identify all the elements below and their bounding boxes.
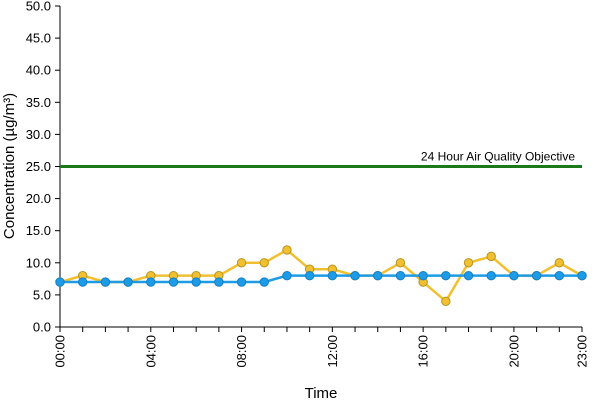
series-2-point [191, 277, 201, 287]
x-tick-label: 20:00 [506, 335, 521, 368]
series-1-point [463, 258, 474, 268]
series-2-point [486, 270, 496, 281]
y-tick-label: 0.0 [33, 320, 51, 335]
y-tick-label: 40.0 [26, 63, 51, 78]
series-2-point [554, 270, 565, 281]
x-axis-title: Time [305, 385, 338, 400]
x-tick-label: 23:00 [575, 335, 590, 368]
series-2-point [123, 277, 133, 287]
y-tick-label: 25.0 [26, 159, 51, 174]
air-quality-objective-label: 24 Hour Air Quality Objective [421, 150, 575, 164]
series-2-point [327, 270, 338, 281]
y-tick-label: 10.0 [26, 255, 51, 270]
tick-labels: 0.0 5.0 10.0 15.0 20.0 25.0 30.0 35.0 40.0 45.0 50… [26, 0, 590, 368]
series-2-point [395, 270, 406, 281]
y-tick-label: 30.0 [26, 127, 51, 142]
x-tick-label: 04:00 [143, 335, 158, 368]
series-1-point [441, 296, 451, 307]
series-2-point [55, 277, 65, 287]
series-1-point [486, 251, 496, 262]
series-2-point [77, 277, 88, 287]
series-2 [55, 270, 587, 287]
y-tick-label: 20.0 [26, 191, 51, 206]
series-2-point [577, 270, 587, 281]
series-2-point [350, 270, 360, 281]
series-2-point [259, 277, 269, 287]
series-2-point [531, 270, 542, 281]
y-tick-label: 50.0 [26, 0, 51, 14]
series-2-point [418, 270, 428, 281]
x-tick-label: 12:00 [325, 335, 340, 368]
series-2-point [463, 270, 474, 281]
series-2-point [168, 277, 179, 287]
y-tick-label: 35.0 [26, 95, 51, 110]
series-2-point [214, 277, 224, 287]
x-tick-label: 00:00 [53, 335, 68, 368]
y-axis-title: Concentration (µg/m³) [1, 93, 18, 239]
series-2-point [304, 270, 315, 281]
series [55, 245, 587, 307]
y-tick-label: 5.0 [33, 287, 51, 302]
series-1-point [282, 245, 292, 255]
series-2-point [282, 270, 292, 281]
series-2-point [441, 270, 451, 281]
series-1-point [554, 258, 565, 268]
y-tick-label: 15.0 [26, 223, 51, 238]
series-2-point [373, 270, 383, 281]
x-tick-label: 16:00 [416, 335, 431, 368]
series-1-point [259, 258, 269, 268]
y-tick-label: 45.0 [26, 31, 51, 46]
series-2-point [236, 277, 247, 287]
series-1-point [395, 258, 406, 268]
series-1-point [236, 258, 247, 268]
x-tick-label: 08:00 [234, 335, 249, 368]
series-2-point [509, 270, 519, 281]
series-2-point [146, 277, 156, 287]
series-2-point [100, 277, 111, 287]
reference-lines: 24 Hour Air Quality Objective [60, 150, 582, 168]
